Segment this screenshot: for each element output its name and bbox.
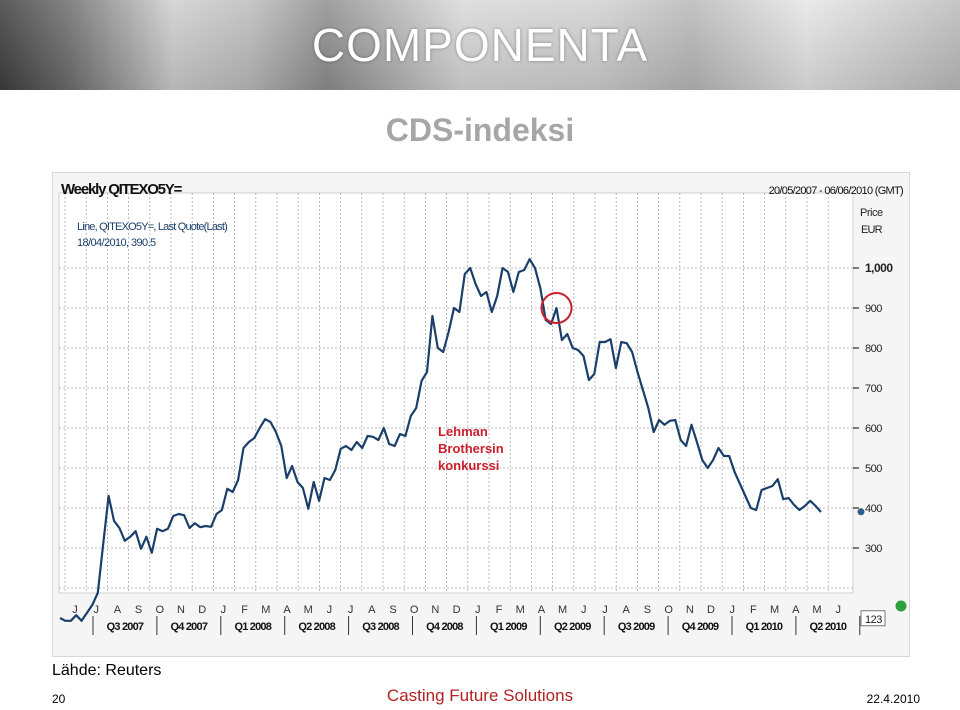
x-month-label: D xyxy=(453,604,461,616)
x-quarter-label: Q4 2008 xyxy=(426,621,463,633)
x-month-label: M xyxy=(558,604,567,616)
y-axis-unit: EUR xyxy=(861,224,883,236)
x-month-label: A xyxy=(283,604,291,616)
x-quarter-label: Q3 2007 xyxy=(107,621,144,633)
x-month-label: J xyxy=(221,604,227,616)
x-month-label: O xyxy=(664,604,673,616)
page-number: 20 xyxy=(52,692,66,706)
x-month-label: J xyxy=(327,604,333,616)
y-tick-label: 300 xyxy=(865,543,882,555)
x-quarter-label: Q2 2009 xyxy=(554,621,591,633)
x-month-label: O xyxy=(410,604,419,616)
y-tick-label: 1,000 xyxy=(865,261,893,275)
x-month-label: J xyxy=(581,604,587,616)
x-month-label: A xyxy=(792,604,800,616)
x-month-label: J xyxy=(93,604,99,616)
x-quarter-label: Q1 2010 xyxy=(746,621,783,633)
x-quarter-label: Q1 2008 xyxy=(234,621,271,633)
annotation-text: konkurssi xyxy=(438,458,499,473)
x-month-label: D xyxy=(198,604,206,616)
slide-date: 22.4.2010 xyxy=(866,692,920,706)
annotation-circle xyxy=(540,292,573,324)
x-quarter-label: Q2 2008 xyxy=(298,621,335,633)
chart-panel: 1,000 900 800 700 600 500 400 300 Weekly QITEXO5… xyxy=(52,172,910,657)
x-quarter-label: Q2 2010 xyxy=(810,621,847,633)
x-month-label: O xyxy=(156,604,165,616)
x-month-label: S xyxy=(135,604,142,616)
x-month-label: A xyxy=(623,604,631,616)
x-quarter-label: Q3 2008 xyxy=(362,621,399,633)
x-month-label: N xyxy=(177,604,185,616)
x-month-label: J xyxy=(72,604,78,616)
x-month-label: J xyxy=(602,604,608,616)
lower-value-label: 123 xyxy=(865,614,882,626)
series-line xyxy=(59,258,822,622)
last-value-marker xyxy=(857,508,865,516)
x-quarter-label: Q4 2007 xyxy=(171,621,208,633)
x-month-label: M xyxy=(516,604,525,616)
x-month-label: N xyxy=(431,604,439,616)
x-month-label: A xyxy=(114,604,122,616)
x-month-label: M xyxy=(770,604,779,616)
x-quarter-label: Q1 2009 xyxy=(490,621,527,633)
x-month-label: J xyxy=(348,604,354,616)
legend-value: 18/04/2010, 390.5 xyxy=(77,237,156,249)
x-month-label: F xyxy=(241,604,248,616)
x-month-label: F xyxy=(496,604,503,616)
status-dot xyxy=(895,600,907,612)
y-axis-title: Price xyxy=(860,207,883,219)
source-note: Lähde: Reuters xyxy=(52,662,162,679)
x-month-label: F xyxy=(750,604,757,616)
legend-line: Line, QITEXO5Y=, Last Quote(Last) xyxy=(77,221,227,233)
brand-logo: COMPONENTA xyxy=(311,19,649,71)
y-tick-label: 500 xyxy=(865,463,882,475)
x-month-label: J xyxy=(835,604,841,616)
chart-date-range: 20/05/2007 - 06/06/2010 (GMT) xyxy=(769,185,903,197)
chart-title: Weekly QITEXO5Y= xyxy=(61,181,183,198)
x-quarter-label: Q3 2009 xyxy=(618,621,655,633)
lower-value-box xyxy=(860,610,886,627)
x-month-label: N xyxy=(686,604,694,616)
annotation-text: Brothersin xyxy=(438,441,504,456)
x-month-label: M xyxy=(261,604,270,616)
y-tick-label: 600 xyxy=(865,423,882,435)
banner-shade xyxy=(0,0,960,90)
header-banner: COMPONENTA xyxy=(0,0,960,90)
slide-title: CDS-indeksi xyxy=(385,112,575,148)
x-month-label: A xyxy=(368,604,376,616)
x-month-label: S xyxy=(644,604,651,616)
y-tick-label: 400 xyxy=(865,503,882,515)
y-tick-label: 900 xyxy=(865,303,882,315)
x-month-label: J xyxy=(729,604,735,616)
x-month-label: J xyxy=(475,604,481,616)
y-tick-label: 700 xyxy=(865,383,882,395)
annotation-text: Lehman xyxy=(438,424,488,439)
x-quarter-label: Q4 2009 xyxy=(682,621,719,633)
cds-line-chart: 1,000 900 800 700 600 500 400 300 Weekly QITEXO5… xyxy=(58,181,907,635)
plot-area xyxy=(58,192,854,594)
x-month-label: M xyxy=(812,604,821,616)
tagline: Casting Future Solutions xyxy=(386,686,574,705)
x-month-label: A xyxy=(538,604,546,616)
x-month-label: M xyxy=(304,604,313,616)
x-month-label: S xyxy=(389,604,396,616)
y-tick-label: 800 xyxy=(865,343,882,355)
x-month-label: D xyxy=(707,604,715,616)
